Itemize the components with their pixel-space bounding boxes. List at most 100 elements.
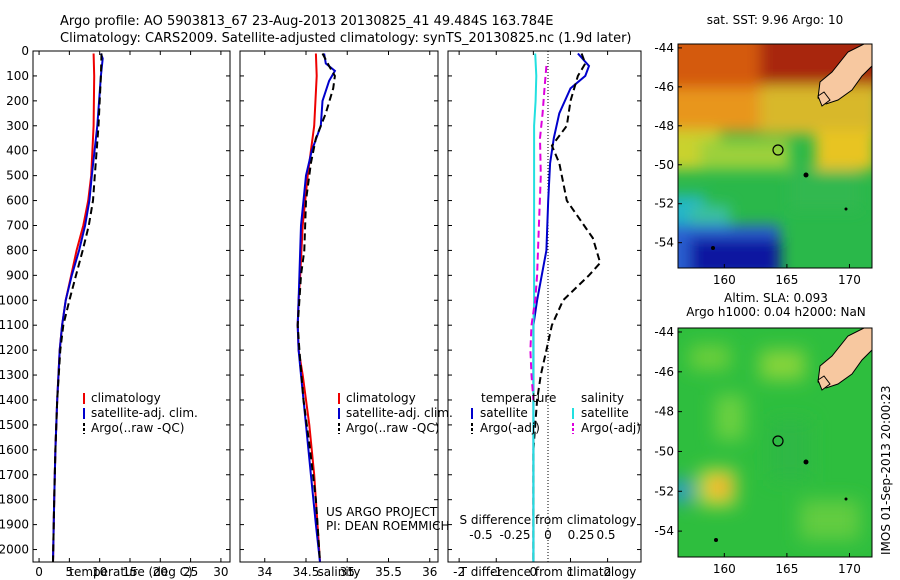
- timestamp-stamp: IMOS 01-Sep-2013 20:00:23: [879, 385, 893, 555]
- depth-tick-label: 300: [6, 119, 29, 133]
- depth-tick-label: 1700: [0, 468, 29, 482]
- difference-x2-label: S difference from climatology: [460, 513, 637, 527]
- x2-tick-label: -0.25: [499, 528, 530, 542]
- credit-line1: US ARGO PROJECT: [326, 505, 438, 519]
- map-y-tick-label: -52: [654, 197, 674, 211]
- sla-argo-marker: [772, 435, 784, 447]
- sla-x-ticks: 160 165 170: [713, 553, 861, 576]
- sst-land-stewart-island: [817, 91, 831, 107]
- map-y-tick-label: -44: [654, 325, 674, 339]
- legend-label: Argo(..raw -QC): [91, 421, 184, 435]
- depth-tick-label: 0: [21, 44, 29, 58]
- series-line-s-0: [296, 53, 321, 562]
- figure-title-line2: Climatology: CARS2009. Satellite-adjuste…: [60, 31, 632, 46]
- series-line-d-1: [532, 53, 602, 562]
- depth-tick-label: 1500: [0, 418, 29, 432]
- legend-label: Argo(-adj): [480, 421, 540, 435]
- x-tick-label: 34: [257, 565, 272, 579]
- salinity-x-label: salinity: [317, 565, 360, 579]
- x-tick-label: 35: [340, 565, 355, 579]
- map-y-tick-label: -48: [654, 405, 674, 419]
- credit-line2: PI: DEAN ROEMMICH: [326, 519, 449, 533]
- map-y-tick-label: -50: [654, 158, 674, 172]
- depth-tick-label: 900: [6, 268, 29, 282]
- legend-label: climatology: [91, 391, 161, 405]
- x-tick-label: 34.5: [293, 565, 320, 579]
- map-y-tick-label: -50: [654, 444, 674, 458]
- sst-y-ticks: -44 -46 -48 -50 -52 -54: [654, 41, 682, 250]
- x-tick-label: 0: [530, 565, 538, 579]
- sst-map: sat. SST: 9.96 Argo: 10: [654, 13, 873, 287]
- sst-x-ticks: 160 165 170: [713, 264, 861, 287]
- depth-tick-label: 1800: [0, 493, 29, 507]
- map-y-tick-label: -54: [654, 524, 674, 538]
- x2-tick-label: 0.25: [568, 528, 595, 542]
- x-tick-label: 0: [35, 565, 43, 579]
- x-tick-label: 2: [604, 565, 612, 579]
- map-y-tick-label: -48: [654, 119, 674, 133]
- depth-tick-label: 1300: [0, 368, 29, 382]
- sst-map-title: sat. SST: 9.96 Argo: 10: [707, 13, 844, 27]
- map-y-tick-label: -46: [654, 365, 674, 379]
- x-tick-label: -2: [453, 565, 465, 579]
- depth-tick-label: 600: [6, 194, 29, 208]
- difference-panel: -2 -1 0 1 2 T difference from climatology S …: [447, 50, 642, 579]
- legend-label: satellite-adj. clim.: [346, 406, 453, 420]
- map-y-tick-label: -46: [654, 80, 674, 94]
- depth-tick-label: 700: [6, 218, 29, 232]
- map-x-tick-label: 170: [838, 562, 861, 576]
- temperature-x-ticks: 0 5 10 15 20 25 30: [35, 51, 229, 579]
- legend-label: satellite: [480, 406, 528, 420]
- difference-legend: temperature salinitysatelliteArgo(-adj)sa…: [471, 391, 641, 435]
- map-x-tick-label: 165: [775, 562, 798, 576]
- figure-title-line1: Argo profile: AO 5903813_67 23-Aug-2013 …: [60, 14, 553, 29]
- series-line-d-2: [532, 53, 538, 562]
- salinity-axes-box: [239, 50, 439, 563]
- depth-tick-label: 1900: [0, 518, 29, 532]
- depth-tick-label: 800: [6, 243, 29, 257]
- map-y-tick-label: -52: [654, 484, 674, 498]
- legend-label: climatology: [346, 391, 416, 405]
- difference-axes-box: [447, 50, 642, 563]
- legend-label: satellite-adj. clim.: [91, 406, 198, 420]
- sla-land-stewart-island: [817, 375, 831, 391]
- x-tick-label: 15: [122, 565, 137, 579]
- series-line-d-0: [532, 52, 591, 562]
- map-x-tick-label: 160: [713, 562, 736, 576]
- x-tick-label: 25: [183, 565, 198, 579]
- series-line-s-2: [296, 53, 336, 562]
- depth-tick-label: 1400: [0, 393, 29, 407]
- depth-tick-label: 2000: [0, 543, 29, 557]
- temperature-lines: [52, 53, 104, 562]
- x-tick-label: 5: [66, 565, 74, 579]
- sst-argo-marker: [772, 144, 784, 156]
- depth-tick-label: 1000: [0, 293, 29, 307]
- series-line-t-2: [52, 53, 103, 562]
- map-y-tick-label: -54: [654, 236, 674, 250]
- temperature-panel: 0100200300400500600700800900100011001200…: [0, 44, 231, 579]
- legend-label: satellite: [581, 406, 629, 420]
- depth-tick-label: 500: [6, 169, 29, 183]
- x-tick-label: 30: [213, 565, 228, 579]
- depth-tick-label: 1200: [0, 343, 29, 357]
- legend-label: Argo(..raw -QC): [346, 421, 439, 435]
- sla-field: [678, 345, 860, 540]
- salinity-x-ticks: 34 34.5 35 35.5 36: [257, 51, 437, 579]
- x2-tick-label: 0: [544, 528, 552, 542]
- difference-x2-ticks: -0.5 -0.25 0 0.25 0.5: [469, 528, 615, 542]
- depth-tick-label: 200: [6, 94, 29, 108]
- series-line-t-1: [52, 53, 104, 562]
- x-tick-label: 36: [422, 565, 437, 579]
- depth-tick-label: 400: [6, 144, 29, 158]
- x2-tick-label: 0.5: [596, 528, 615, 542]
- depth-tick-label: 1600: [0, 443, 29, 457]
- series-line-s-1: [296, 53, 337, 562]
- temperature-axes-box: [32, 50, 231, 563]
- legend-group-title: temperature: [481, 391, 556, 405]
- temperature-y-ticks: 0 100 200 300 400 500 600 700 800 900 1000 1100 1200…: [0, 44, 230, 557]
- salinity-panel: 34 34.5 35 35.5 36 salinity climatologysatel…: [239, 50, 453, 579]
- sla-map-title: Altim. SLA: 0.093: [724, 291, 828, 305]
- x-tick-label: 35.5: [375, 565, 402, 579]
- map-y-tick-label: -44: [654, 41, 674, 55]
